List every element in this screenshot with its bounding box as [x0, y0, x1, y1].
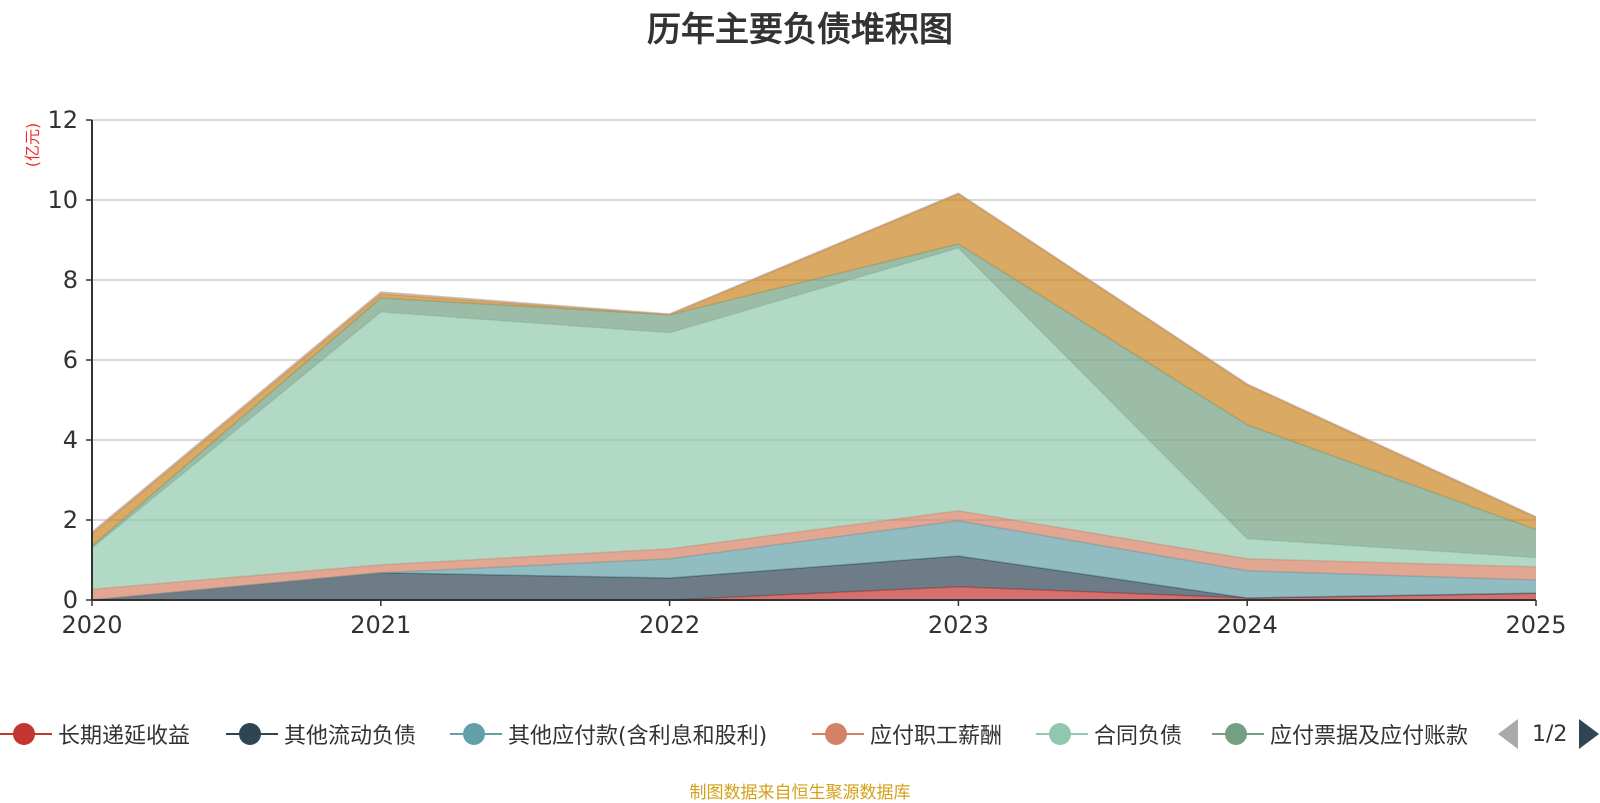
legend-next-page-icon[interactable] — [1579, 719, 1600, 749]
y-tick-label: 2 — [63, 506, 78, 534]
legend: 长期递延收益 其他流动负债 其他应付款(含利息和股利) 应付职工薪酬 合同负债 应付票据及… — [0, 716, 1600, 752]
area-series-1[interactable] — [92, 556, 1536, 600]
legend-marker-icon — [812, 716, 864, 752]
chart-title: 历年主要负债堆积图 — [647, 10, 953, 50]
legend-marker-icon — [1212, 716, 1264, 752]
y-tick-label: 10 — [47, 186, 78, 214]
x-tick-label: 2024 — [1217, 611, 1278, 639]
legend-item-3[interactable]: 应付职工薪酬 — [812, 716, 1002, 752]
x-tick-label: 2021 — [350, 611, 411, 639]
legend-marker-icon — [450, 716, 502, 752]
y-tick-label: 8 — [63, 266, 78, 294]
legend-item-2[interactable]: 其他应付款(含利息和股利) — [450, 716, 767, 752]
legend-marker-icon — [0, 716, 52, 752]
legend-prev-page-icon[interactable] — [1498, 719, 1518, 749]
legend-item-4[interactable]: 合同负债 — [1036, 716, 1182, 752]
area-series-5[interactable] — [92, 244, 1536, 558]
x-tick-label: 2020 — [61, 611, 122, 639]
legend-marker-icon — [1036, 716, 1088, 752]
y-axis-unit-label: (亿元) — [23, 123, 42, 168]
legend-label: 长期递延收益 — [58, 724, 191, 749]
legend-page-indicator: 1/2 — [1532, 721, 1568, 747]
stacked-areas — [91, 192, 1537, 601]
source-note: 制图数据来自恒生聚源数据库 — [689, 783, 911, 803]
area-series-4[interactable] — [92, 248, 1536, 590]
y-tick-label: 0 — [63, 586, 78, 614]
legend-label: 应付票据及应付账款 — [1270, 724, 1469, 749]
axes: 0 2 4 6 8 10 12 2020 2021 2022 2023 2024 2025 — [47, 106, 1566, 639]
legend-item-0[interactable]: 长期递延收益 — [0, 716, 190, 752]
legend-item-5[interactable]: 应付票据及应付账款 — [1212, 716, 1482, 752]
chart-area: 0 2 4 6 8 10 12 2020 2021 2022 2023 2024 2025 (亿元) — [23, 106, 1567, 639]
y-tick-label: 6 — [63, 346, 78, 374]
area-series-2[interactable] — [92, 520, 1536, 600]
legend-item-1[interactable]: 其他流动负债 — [226, 716, 416, 752]
area-series-edge-7 — [91, 192, 1537, 533]
legend-label: 应付职工薪酬 — [870, 724, 1003, 749]
y-tick-label: 12 — [47, 106, 78, 134]
legend-pager: 1/2 — [1498, 716, 1600, 752]
area-series-6[interactable] — [92, 194, 1536, 546]
y-tick-label: 4 — [63, 426, 78, 454]
x-tick-label: 2022 — [639, 611, 700, 639]
x-tick-label: 2023 — [928, 611, 989, 639]
legend-label: 其他流动负债 — [284, 724, 417, 749]
legend-label: 合同负债 — [1094, 724, 1183, 749]
x-tick-label: 2025 — [1505, 611, 1566, 639]
legend-label: 其他应付款(含利息和股利) — [508, 724, 768, 749]
legend-marker-icon — [226, 716, 278, 752]
